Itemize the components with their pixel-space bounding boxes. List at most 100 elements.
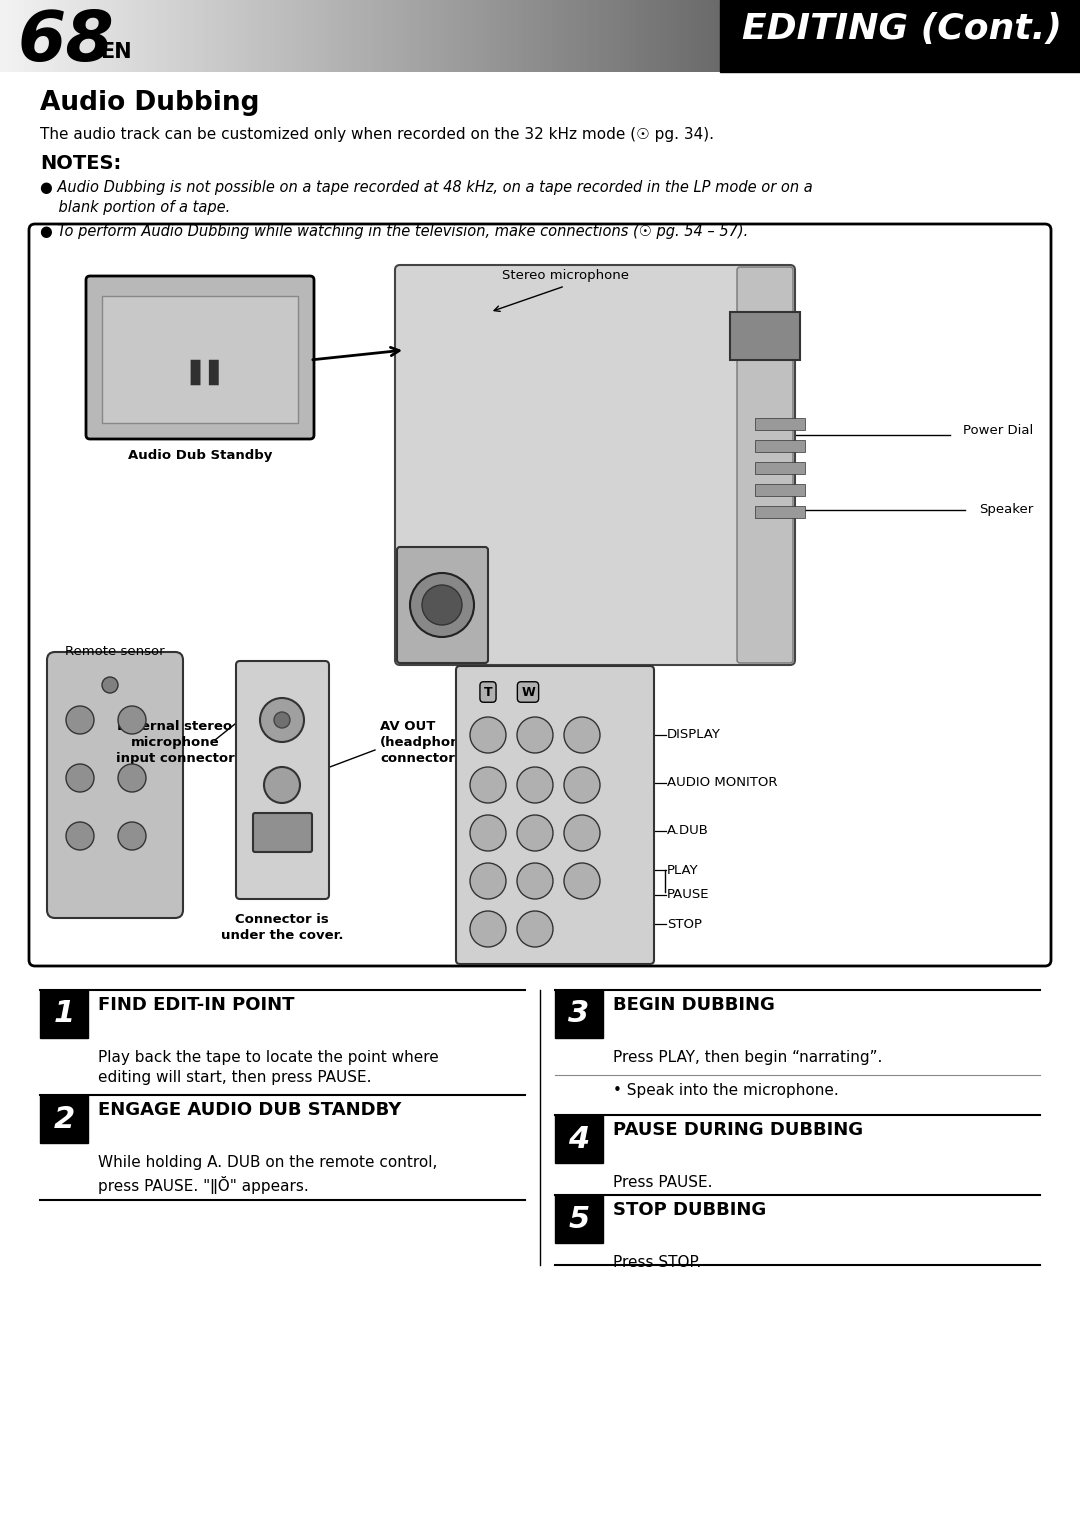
- Bar: [586, 0, 591, 72]
- Bar: [731, 0, 734, 72]
- Bar: [1069, 0, 1072, 72]
- Bar: [742, 0, 745, 72]
- Bar: [205, 0, 208, 72]
- Bar: [511, 0, 515, 72]
- Bar: [483, 0, 486, 72]
- Bar: [51, 0, 54, 72]
- Bar: [662, 0, 666, 72]
- Bar: [170, 0, 173, 72]
- Bar: [961, 0, 964, 72]
- Bar: [353, 0, 356, 72]
- Bar: [691, 0, 694, 72]
- Bar: [76, 0, 79, 72]
- Bar: [677, 0, 680, 72]
- Bar: [133, 0, 137, 72]
- Circle shape: [470, 717, 507, 753]
- Bar: [755, 506, 805, 518]
- Bar: [889, 0, 893, 72]
- Bar: [11, 0, 14, 72]
- Bar: [734, 0, 738, 72]
- Bar: [818, 0, 821, 72]
- Bar: [543, 0, 548, 72]
- Circle shape: [517, 863, 553, 898]
- Bar: [807, 0, 810, 72]
- Bar: [450, 0, 454, 72]
- Bar: [137, 0, 140, 72]
- Text: BEGIN DUBBING: BEGIN DUBBING: [613, 996, 774, 1013]
- Text: Speaker: Speaker: [978, 503, 1032, 517]
- Bar: [688, 0, 691, 72]
- FancyBboxPatch shape: [48, 652, 183, 918]
- Bar: [288, 0, 292, 72]
- Bar: [680, 0, 684, 72]
- Bar: [792, 0, 796, 72]
- Bar: [435, 0, 440, 72]
- Bar: [25, 0, 29, 72]
- Bar: [1037, 0, 1040, 72]
- Bar: [8, 0, 11, 72]
- Text: 1: 1: [53, 1000, 75, 1029]
- Bar: [370, 0, 375, 72]
- Bar: [108, 0, 111, 72]
- Bar: [310, 0, 313, 72]
- Bar: [22, 0, 25, 72]
- Bar: [569, 0, 572, 72]
- Bar: [184, 0, 187, 72]
- Bar: [994, 0, 997, 72]
- Bar: [198, 0, 202, 72]
- Bar: [634, 0, 637, 72]
- Bar: [234, 0, 238, 72]
- Bar: [94, 0, 97, 72]
- Bar: [842, 0, 846, 72]
- Circle shape: [66, 822, 94, 849]
- FancyBboxPatch shape: [395, 265, 795, 665]
- Bar: [954, 0, 958, 72]
- Bar: [102, 296, 298, 423]
- Text: STOP: STOP: [667, 917, 702, 931]
- Bar: [720, 0, 724, 72]
- Bar: [936, 0, 940, 72]
- Bar: [105, 0, 108, 72]
- Bar: [1004, 0, 1008, 72]
- Bar: [208, 0, 213, 72]
- Circle shape: [264, 766, 300, 803]
- Bar: [332, 0, 335, 72]
- Bar: [472, 0, 475, 72]
- Bar: [526, 0, 529, 72]
- Bar: [910, 0, 915, 72]
- Bar: [356, 0, 360, 72]
- Bar: [964, 0, 969, 72]
- Bar: [727, 0, 731, 72]
- Bar: [828, 0, 832, 72]
- Text: FIND EDIT-IN POINT: FIND EDIT-IN POINT: [98, 996, 295, 1013]
- Bar: [1040, 0, 1044, 72]
- Text: A.DUB: A.DUB: [667, 825, 708, 837]
- FancyBboxPatch shape: [253, 812, 312, 852]
- Bar: [119, 0, 122, 72]
- Bar: [861, 0, 864, 72]
- Bar: [1018, 0, 1023, 72]
- Bar: [1051, 0, 1055, 72]
- Bar: [572, 0, 576, 72]
- Circle shape: [564, 816, 600, 851]
- Bar: [116, 0, 119, 72]
- Bar: [396, 0, 400, 72]
- Bar: [813, 0, 818, 72]
- Bar: [699, 0, 702, 72]
- Bar: [755, 484, 805, 497]
- Bar: [980, 0, 983, 72]
- Bar: [360, 0, 364, 72]
- Text: AUDIO MONITOR: AUDIO MONITOR: [667, 777, 778, 789]
- Text: W: W: [522, 685, 535, 699]
- Bar: [710, 0, 713, 72]
- Bar: [327, 0, 332, 72]
- Text: • Speak into the microphone.: • Speak into the microphone.: [613, 1082, 839, 1098]
- Bar: [554, 0, 558, 72]
- Bar: [0, 0, 3, 72]
- Text: Press PAUSE.: Press PAUSE.: [613, 1174, 713, 1190]
- Bar: [270, 0, 273, 72]
- Bar: [716, 0, 720, 72]
- Bar: [122, 0, 126, 72]
- Bar: [497, 0, 500, 72]
- Bar: [565, 0, 569, 72]
